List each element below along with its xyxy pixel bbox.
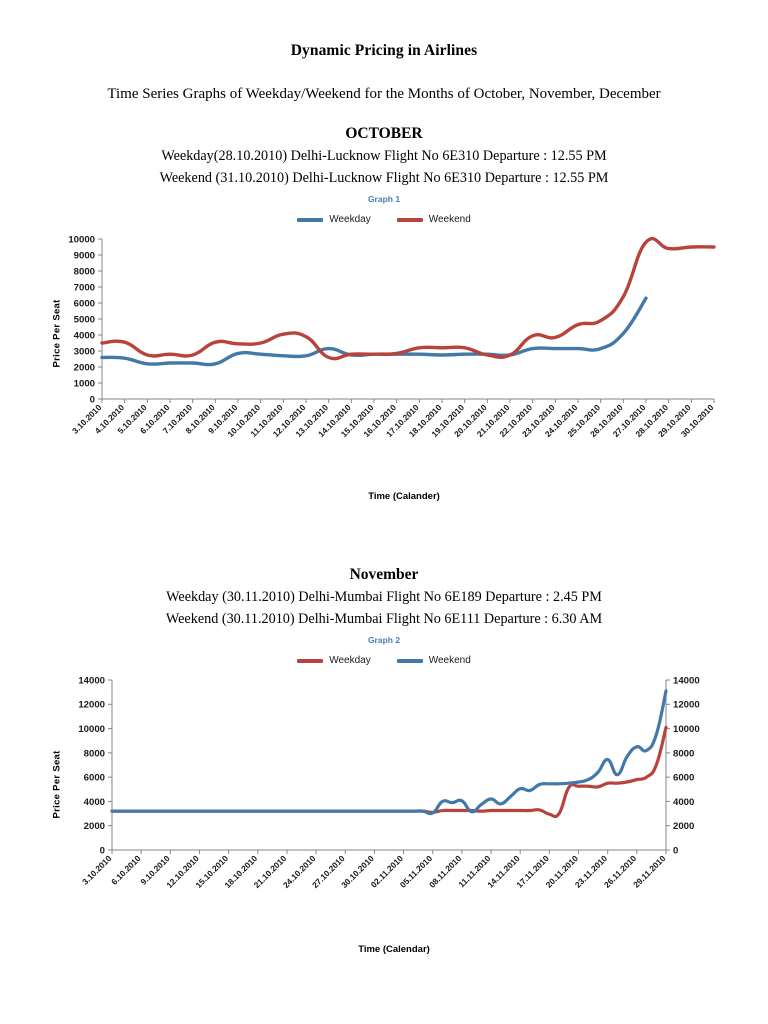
october-legend: Weekday Weekend — [24, 204, 744, 225]
y-tick-label: 3000 — [74, 346, 95, 357]
y-tick-label: 8000 — [74, 266, 95, 277]
legend-swatch-weekend-icon — [396, 658, 423, 663]
october-legend-label-weekend: Weekend — [428, 214, 471, 225]
y-tick-label: 1000 — [74, 378, 95, 389]
november-legend: Weekday Weekend — [24, 645, 744, 666]
november-plot-area: Price Per Seat 0 2000 4000 6000 8000 10000 120… — [24, 672, 744, 955]
y-tick-label: 6000 — [74, 298, 95, 309]
y-tick-label: 2000 — [74, 362, 95, 373]
october-x-axis-title: Time (Calander) — [368, 491, 440, 502]
october-weekday-flight-info: Weekday(28.10.2010) Delhi-Lucknow Flight… — [161, 148, 607, 164]
legend-swatch-weekday-icon — [297, 217, 324, 222]
october-weekend-flight-info: Weekend (31.10.2010) Delhi-Lucknow Fligh… — [159, 170, 609, 186]
y-tick-label: 0 — [100, 845, 105, 856]
secondary-y-tick-label: 0 — [673, 845, 678, 856]
november-weekend-flight-info: Weekend (30.11.2010) Delhi-Mumbai Flight… — [165, 611, 603, 627]
october-section: OCTOBER Weekday(28.10.2010) Delhi-Luckno… — [24, 103, 744, 502]
y-tick-label: 2000 — [84, 821, 105, 832]
october-graph-caption: Graph 1 — [367, 194, 401, 204]
october-chart-svg: 0 1000 2000 3000 4000 5000 6000 7000 8000 9000 100… — [68, 234, 716, 439]
november-graph-caption: Graph 2 — [367, 635, 401, 645]
november-legend-item-weekday[interactable]: Weekday — [297, 655, 371, 666]
series-line-weekend — [100, 236, 716, 361]
legend-swatch-weekday-icon — [297, 658, 324, 663]
november-y-axis-title: Price Per Seat — [51, 750, 63, 819]
y-tick-label: 5000 — [74, 314, 95, 325]
y-tick-label: 14000 — [78, 675, 105, 686]
november-legend-label-weekday: Weekday — [329, 655, 371, 666]
y-tick-label: 7000 — [74, 282, 95, 293]
page-subtitle: Time Series Graphs of Weekday/Weekend fo… — [107, 86, 661, 102]
secondary-y-tick-label: 8000 — [673, 748, 694, 759]
y-tick-label: 4000 — [84, 797, 105, 808]
october-legend-label-weekday: Weekday — [329, 214, 371, 225]
november-chart-svg: 0 2000 4000 6000 8000 10000 12000 14000 0 2000 400… — [78, 675, 700, 890]
y-tick-label: 12000 — [78, 700, 105, 711]
october-plot-area: Price Per Seat 0 1000 2000 3000 4000 5000 6000… — [24, 231, 744, 502]
y-tick-label: 9000 — [74, 250, 95, 261]
secondary-y-tick-label: 6000 — [673, 773, 694, 784]
y-tick-label: 10000 — [78, 724, 105, 735]
y-tick-label: 4000 — [74, 330, 95, 341]
november-section: November Weekday (30.11.2010) Delhi-Mumb… — [24, 544, 744, 955]
y-tick-label: 8000 — [84, 748, 105, 759]
november-x-axis-title: Time (Calendar) — [358, 944, 430, 955]
secondary-y-tick-label: 2000 — [673, 821, 694, 832]
secondary-y-tick-label: 10000 — [673, 724, 700, 735]
october-y-axis-title: Price Per Seat — [51, 299, 63, 368]
series-line-weekday — [110, 725, 668, 819]
secondary-y-tick-label: 4000 — [673, 797, 694, 808]
page-title: Dynamic Pricing in Airlines — [290, 42, 478, 59]
november-weekday-flight-info: Weekday (30.11.2010) Delhi-Mumbai Flight… — [166, 589, 602, 605]
october-legend-item-weekday[interactable]: Weekday — [297, 214, 371, 225]
october-legend-item-weekend[interactable]: Weekend — [396, 214, 471, 225]
y-tick-label: 6000 — [84, 773, 105, 784]
x-tick-label: 29.11.2010 — [631, 853, 668, 890]
november-legend-item-weekend[interactable]: Weekend — [396, 655, 471, 666]
legend-swatch-weekend-icon — [396, 217, 423, 222]
x-tick-label: 3.10.2010 — [80, 853, 114, 887]
series-line-weekend — [110, 689, 668, 816]
y-tick-label: 0 — [90, 394, 95, 405]
secondary-y-tick-label: 14000 — [673, 675, 700, 686]
x-tick-label: 6.10.2010 — [109, 853, 143, 887]
y-tick-label: 10000 — [68, 234, 95, 245]
october-month-title: OCTOBER — [345, 125, 423, 142]
secondary-y-tick-label: 12000 — [673, 700, 700, 711]
november-legend-label-weekend: Weekend — [428, 655, 471, 666]
november-month-title: November — [349, 566, 419, 583]
